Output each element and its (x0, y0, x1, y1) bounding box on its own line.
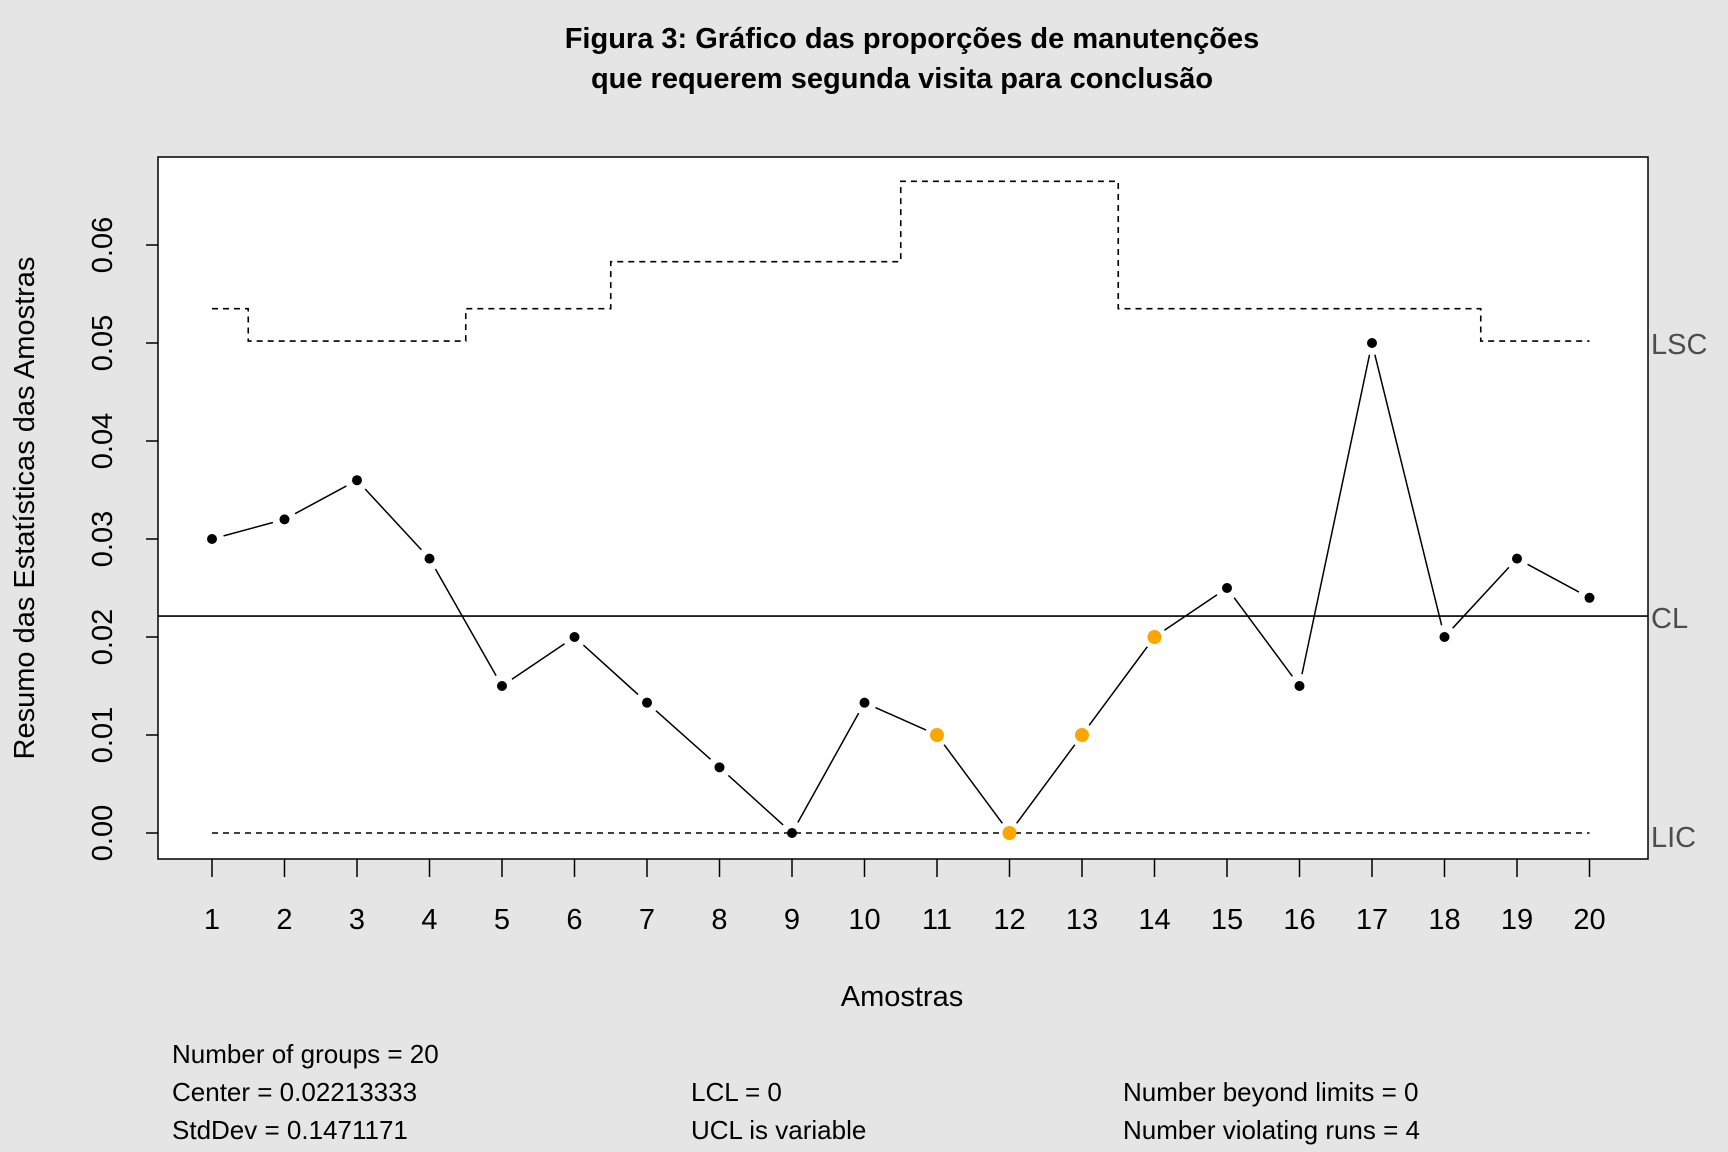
y-tick-label: 0.05 (87, 315, 119, 371)
data-point (1222, 583, 1232, 593)
y-tick-label: 0.02 (87, 609, 119, 665)
x-tick-label: 12 (993, 904, 1025, 936)
x-axis-label: Amostras (841, 981, 963, 1013)
x-tick-label: 18 (1428, 904, 1460, 936)
stat-ucl: UCL is variable (691, 1115, 866, 1145)
series-segment (727, 774, 784, 826)
x-tick-label: 3 (349, 904, 365, 936)
stat-center: Center = 0.02213333 (172, 1077, 417, 1107)
series-segment (1301, 354, 1371, 675)
x-tick-label: 2 (276, 904, 292, 936)
y-tick-label: 0.01 (87, 707, 119, 763)
x-tick-label: 6 (566, 904, 582, 936)
series-segment (1527, 563, 1580, 593)
y-tick-label: 0.06 (87, 217, 119, 273)
series-segment (875, 706, 927, 731)
x-tick-label: 19 (1501, 904, 1533, 936)
series-segment (511, 643, 565, 680)
x-tick-label: 13 (1066, 904, 1098, 936)
x-tick-label: 15 (1211, 904, 1243, 936)
series-segment (1374, 354, 1443, 626)
x-tick-label: 5 (494, 904, 510, 936)
x-tick-label: 7 (639, 904, 655, 936)
x-tick-label: 1 (204, 904, 220, 936)
x-tick-label: 9 (784, 904, 800, 936)
series-segment (1233, 597, 1293, 677)
chart-title-line-1: Figura 3: Gráfico das proporções de manu… (565, 23, 1260, 55)
stat-lcl: LCL = 0 (691, 1077, 782, 1107)
y-tick-label: 0.03 (87, 511, 119, 567)
points-group (207, 338, 1595, 840)
data-point (207, 534, 217, 544)
series-segment (797, 712, 860, 823)
x-tick-label: 4 (421, 904, 437, 936)
series-segment (1016, 744, 1076, 824)
series-segment (223, 521, 274, 537)
x-tick-label: 10 (848, 904, 880, 936)
x-tick-label: 8 (711, 904, 727, 936)
y-axis: 0.00 0.01 0.02 0.03 0.04 0.05 0.06 (87, 217, 158, 861)
stat-beyond-limits: Number beyond limits = 0 (1123, 1077, 1419, 1107)
cl-label: CL (1651, 603, 1688, 635)
x-tick-label: 16 (1283, 904, 1315, 936)
y-tick-label: 0.00 (87, 805, 119, 861)
series-segment (1452, 566, 1510, 629)
x-tick-label: 20 (1573, 904, 1605, 936)
series-segment (364, 488, 422, 551)
series-segment (655, 710, 712, 760)
x-tick-label: 11 (922, 904, 952, 936)
data-point (569, 632, 580, 642)
plot-area (157, 156, 1649, 860)
data-point (424, 553, 435, 564)
series-segment (1088, 646, 1148, 726)
series-segment (1164, 594, 1218, 631)
series-segment (943, 744, 1003, 824)
data-point (1439, 632, 1450, 642)
data-point (859, 697, 870, 708)
x-tick-label: 14 (1138, 904, 1170, 936)
data-point (352, 475, 362, 486)
series-line-group (223, 354, 1580, 826)
x-tick-label: 17 (1356, 904, 1388, 936)
data-point (714, 762, 725, 773)
highlighted-point (1002, 826, 1017, 840)
ucl-label: LSC (1651, 329, 1707, 361)
data-point (497, 681, 507, 691)
chart-title-line-2: que requerem segunda visita para conclus… (591, 63, 1213, 95)
stat-violating-runs: Number violating runs = 4 (1123, 1115, 1420, 1145)
highlighted-point (930, 728, 944, 742)
x-axis: 1 2 3 4 5 6 7 8 9 10 11 12 13 14 15 16 17 18 19 20 (204, 859, 1606, 936)
series-segment (434, 568, 497, 676)
highlighted-point (1075, 728, 1089, 742)
data-point (1584, 592, 1595, 603)
lcl-label: LIC (1651, 822, 1696, 854)
data-point (279, 514, 290, 525)
data-point (642, 697, 652, 708)
stat-stddev: StdDev = 0.1471171 (172, 1115, 408, 1145)
series-segment (582, 644, 639, 696)
y-tick-label: 0.04 (87, 413, 119, 469)
data-point (1367, 338, 1377, 348)
stat-groups: Number of groups = 20 (172, 1039, 439, 1069)
data-point (787, 828, 797, 838)
y-axis-label: Resumo das Estatísticas das Amostras (9, 257, 41, 760)
data-point (1512, 553, 1522, 564)
data-point (1294, 681, 1305, 691)
highlighted-point (1147, 630, 1162, 644)
series-segment (294, 485, 347, 515)
